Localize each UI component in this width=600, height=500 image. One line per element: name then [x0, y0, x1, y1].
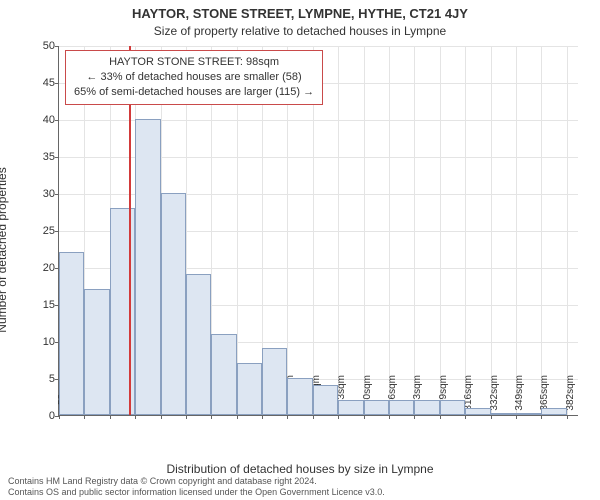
histogram-bar — [491, 413, 516, 415]
info-line-2: ← 33% of detached houses are smaller (58… — [74, 70, 314, 85]
gridline-v — [516, 46, 517, 415]
footer-attribution: Contains HM Land Registry data © Crown c… — [8, 476, 385, 498]
gridline-v — [440, 46, 441, 415]
gridline-v — [491, 46, 492, 415]
y-tick-mark — [55, 46, 59, 47]
histogram-bar — [211, 334, 236, 415]
y-tick-mark — [55, 157, 59, 158]
x-tick-mark — [287, 415, 288, 419]
x-tick-mark — [110, 415, 111, 419]
x-tick-mark — [440, 415, 441, 419]
histogram-bar — [186, 274, 211, 415]
histogram-bar — [440, 400, 465, 415]
gridline-v — [414, 46, 415, 415]
histogram-bar — [414, 400, 439, 415]
x-tick-mark — [465, 415, 466, 419]
x-tick-mark — [313, 415, 314, 419]
gridline-v — [541, 46, 542, 415]
x-axis-label: Distribution of detached houses by size … — [0, 462, 600, 476]
x-tick-mark — [389, 415, 390, 419]
histogram-bar — [135, 119, 160, 415]
plot-area: 0510152025303540455052sqm68sqm85sqm101sq… — [58, 46, 578, 416]
chart-title: HAYTOR, STONE STREET, LYMPNE, HYTHE, CT2… — [0, 6, 600, 21]
histogram-bar — [262, 348, 287, 415]
info-line-3: 65% of semi-detached houses are larger (… — [74, 85, 314, 100]
info-line-1: HAYTOR STONE STREET: 98sqm — [74, 55, 314, 70]
y-axis-label: Number of detached properties — [0, 85, 9, 250]
x-tick-mark — [84, 415, 85, 419]
histogram-bar — [110, 208, 135, 415]
histogram-bar — [541, 408, 566, 415]
gridline-v — [364, 46, 365, 415]
x-tick-mark — [161, 415, 162, 419]
gridline-h — [59, 46, 578, 47]
x-tick-mark — [338, 415, 339, 419]
histogram-bar — [59, 252, 84, 415]
histogram-bar — [287, 378, 312, 415]
gridline-v — [465, 46, 466, 415]
y-tick-mark — [55, 83, 59, 84]
y-tick-mark — [55, 194, 59, 195]
x-tick-mark — [414, 415, 415, 419]
histogram-bar — [389, 400, 414, 415]
footer-line-2: Contains OS and public sector informatio… — [8, 487, 385, 498]
gridline-v — [338, 46, 339, 415]
histogram-bar — [338, 400, 363, 415]
x-tick-mark — [541, 415, 542, 419]
histogram-bar — [465, 408, 490, 415]
info-callout: HAYTOR STONE STREET: 98sqm← 33% of detac… — [65, 50, 323, 105]
y-tick-mark — [55, 120, 59, 121]
gridline-v — [567, 46, 568, 415]
gridline-v — [389, 46, 390, 415]
x-tick-mark — [364, 415, 365, 419]
x-tick-mark — [491, 415, 492, 419]
x-tick-mark — [59, 415, 60, 419]
histogram-bar — [364, 400, 389, 415]
y-tick-mark — [55, 231, 59, 232]
x-tick-mark — [567, 415, 568, 419]
x-tick-mark — [186, 415, 187, 419]
histogram-bar — [161, 193, 186, 415]
chart-subtitle: Size of property relative to detached ho… — [0, 24, 600, 38]
x-tick-mark — [237, 415, 238, 419]
histogram-bar — [313, 385, 338, 415]
x-tick-mark — [211, 415, 212, 419]
x-tick-mark — [135, 415, 136, 419]
histogram-bar — [84, 289, 109, 415]
histogram-bar — [237, 363, 262, 415]
x-tick-mark — [262, 415, 263, 419]
x-tick-mark — [516, 415, 517, 419]
footer-line-1: Contains HM Land Registry data © Crown c… — [8, 476, 385, 487]
histogram-bar — [516, 413, 541, 415]
